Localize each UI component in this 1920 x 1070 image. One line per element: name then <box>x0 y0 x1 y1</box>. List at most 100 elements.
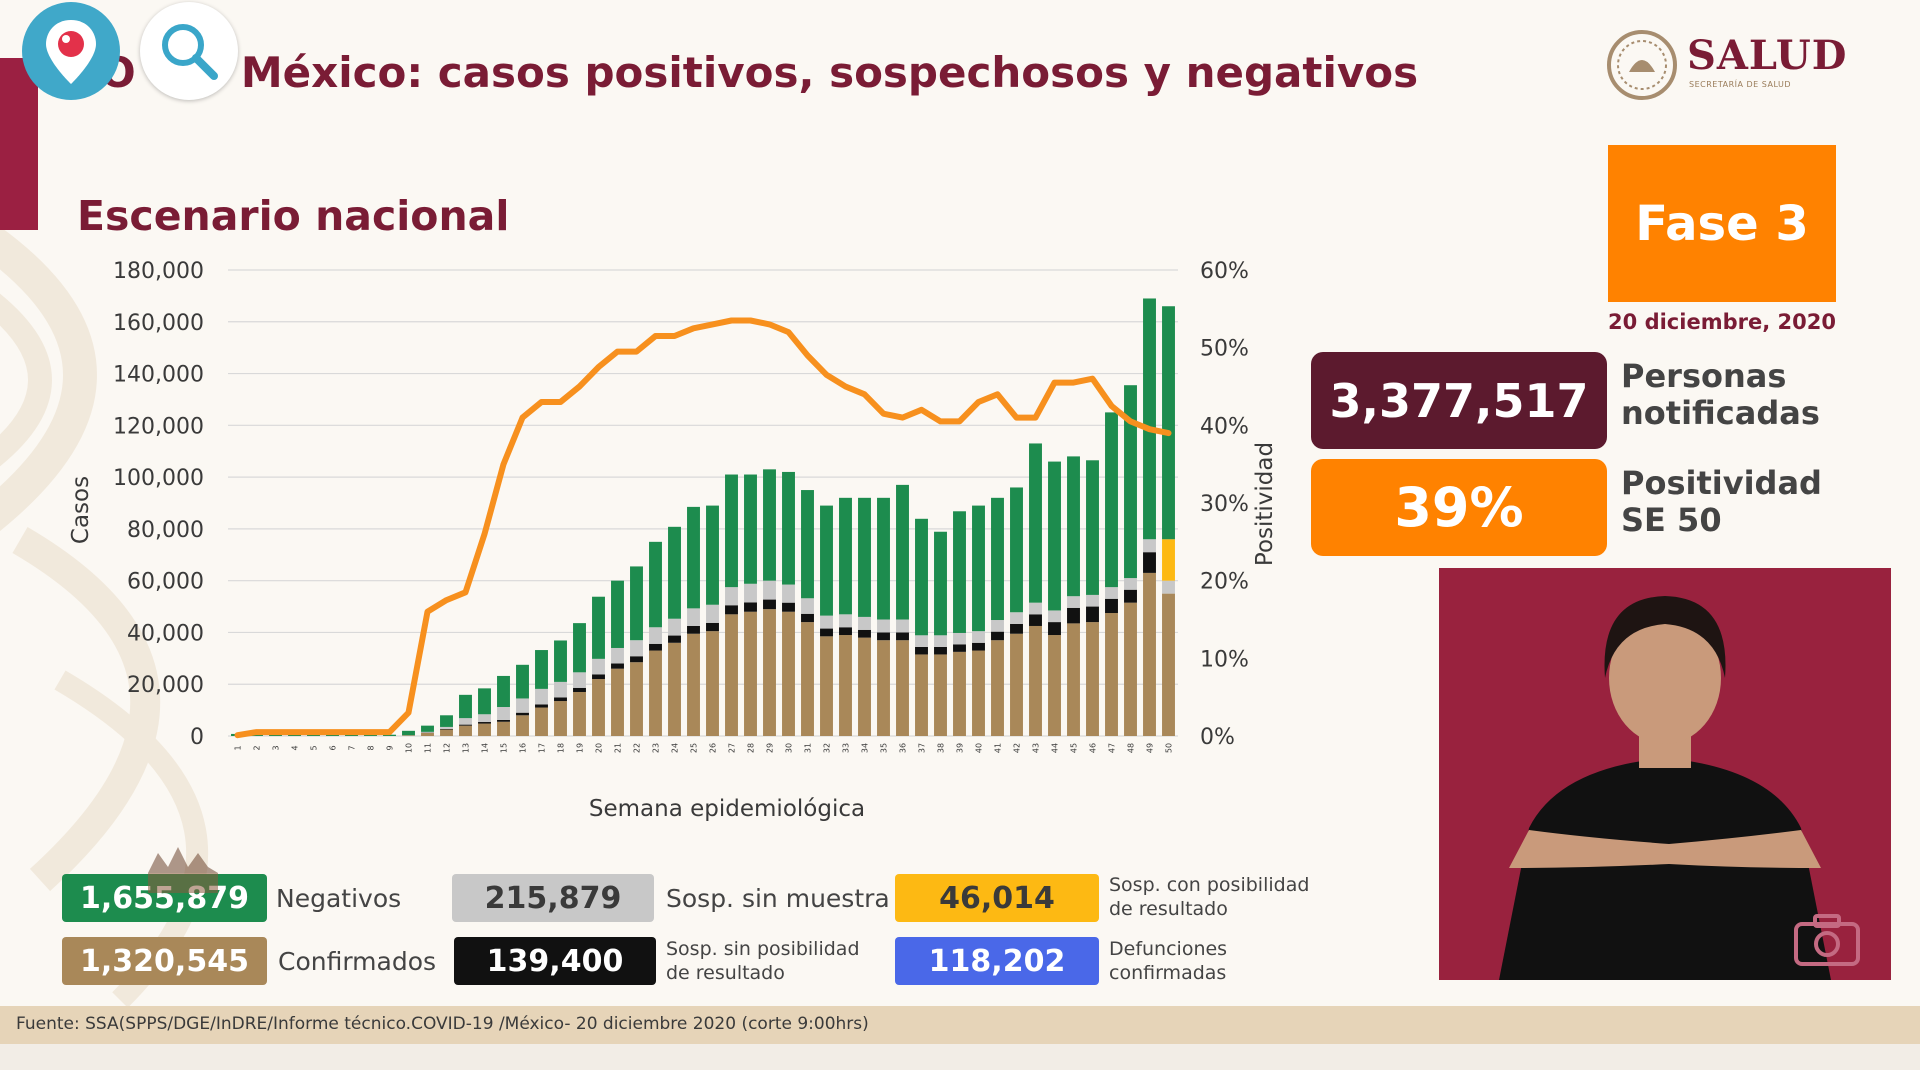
salud-brand-sub: SECRETARÍA DE SALUD <box>1689 80 1792 89</box>
bar-segment <box>801 622 814 736</box>
bar-segment <box>573 691 586 736</box>
seal-icon <box>1607 30 1677 100</box>
bar-segment <box>459 724 472 726</box>
bar-segment <box>1048 610 1061 623</box>
bar-segment <box>934 646 947 655</box>
bar-segment <box>1048 622 1061 636</box>
bar-segment <box>478 723 491 736</box>
bar-segment <box>554 697 567 702</box>
bar-segment <box>801 598 814 614</box>
bar-segment <box>744 474 757 584</box>
bar-segment <box>820 505 833 616</box>
periscope-icon <box>46 20 96 84</box>
x-tick-label: 10 <box>405 743 414 753</box>
x-tick-label: 28 <box>747 743 756 753</box>
bar-segment <box>1029 625 1042 736</box>
bar-segment <box>991 620 1004 632</box>
bar-segment <box>1067 596 1080 608</box>
bar-segment <box>725 474 738 588</box>
x-tick-label: 24 <box>671 743 680 753</box>
bar-segment <box>877 619 890 633</box>
bar-segment <box>478 722 491 724</box>
bar-segment <box>877 632 890 641</box>
x-tick-label: 9 <box>386 745 395 750</box>
bar-segment <box>820 636 833 736</box>
bar-segment <box>535 688 548 705</box>
bar-segment <box>1029 602 1042 615</box>
salud-brand: SALUD <box>1687 32 1848 79</box>
x-tick-label: 22 <box>633 743 642 753</box>
bar-segment <box>573 623 586 673</box>
bar-segment <box>1143 539 1156 553</box>
legend-con-posibilidad-value: 46,014 <box>895 874 1099 922</box>
bar-segment <box>744 602 757 612</box>
bar-segment <box>839 497 852 615</box>
bar-segment <box>782 602 795 612</box>
bar-segment <box>649 643 662 651</box>
bar-segment <box>1048 461 1061 611</box>
bar-segment <box>1067 456 1080 597</box>
bar-segment <box>497 707 510 720</box>
x-tick-label: 29 <box>766 743 775 753</box>
y-tick-label: 0 <box>190 725 204 750</box>
bar-segment <box>1143 552 1156 573</box>
legend-sin-posibilidad-line1: Sosp. sin posibilidad <box>666 938 860 960</box>
x-tick-label: 8 <box>367 745 376 750</box>
bar-segment <box>896 619 909 633</box>
x-tick-label: 18 <box>557 743 566 753</box>
bar-segment <box>915 635 928 647</box>
header-accent-bar <box>0 58 38 230</box>
y-tick-label: 80,000 <box>127 518 204 543</box>
x-tick-label: 36 <box>899 743 908 753</box>
bar-segment <box>687 633 700 736</box>
x-tick-label: 4 <box>291 745 300 750</box>
bar-segment <box>782 584 795 603</box>
bar-segment <box>744 611 757 736</box>
y2-tick-label: 60% <box>1200 259 1249 284</box>
x-tick-label: 14 <box>481 743 490 753</box>
bar-segment <box>991 497 1004 621</box>
y-tick-label: 180,000 <box>113 259 204 284</box>
bar-segment <box>858 629 871 638</box>
x-tick-label: 19 <box>576 743 585 753</box>
y-axis-label: Casos <box>68 476 94 544</box>
y2-tick-label: 20% <box>1200 570 1249 595</box>
bar-segment <box>535 650 548 689</box>
bar-segment <box>1105 412 1118 588</box>
bar-segment <box>592 596 605 659</box>
camera-icon[interactable] <box>1793 912 1861 968</box>
bar-segment <box>516 698 529 713</box>
positivity-line <box>234 317 1172 739</box>
bar-segment <box>1124 578 1137 590</box>
notified-label-line1: Personas <box>1621 357 1787 395</box>
bar-segment <box>1086 460 1099 595</box>
periscope-button[interactable] <box>22 2 120 100</box>
bar-segment <box>440 729 453 736</box>
bar-segment <box>763 609 776 736</box>
bar-segment <box>1105 613 1118 736</box>
bar-segment <box>896 640 909 736</box>
bar-segment <box>934 531 947 636</box>
bar-segment <box>953 651 966 736</box>
x-tick-label: 34 <box>861 743 870 753</box>
x-tick-label: 43 <box>1032 743 1041 753</box>
y2-axis-label: Positividad <box>1252 442 1278 566</box>
bar-segment <box>782 611 795 736</box>
x-tick-label: 27 <box>728 743 737 753</box>
bar-segment <box>896 632 909 641</box>
positivity-label: Positividad SE 50 <box>1621 465 1822 539</box>
y-tick-label: 120,000 <box>113 414 204 439</box>
bar-segment <box>801 490 814 599</box>
bar-segment <box>1105 598 1118 614</box>
bar-segment <box>402 730 415 736</box>
x-tick-label: 47 <box>1108 743 1117 753</box>
x-tick-label: 38 <box>937 743 946 753</box>
bar-segment <box>535 704 548 708</box>
legend-con-posibilidad-line1: Sosp. con posibilidad <box>1109 874 1310 896</box>
x-tick-label: 20 <box>595 743 604 753</box>
search-button[interactable] <box>140 2 238 100</box>
bar-segment <box>858 497 871 617</box>
bar-segment <box>421 732 434 736</box>
bar-segment <box>1048 635 1061 736</box>
bar-segment <box>915 646 928 655</box>
